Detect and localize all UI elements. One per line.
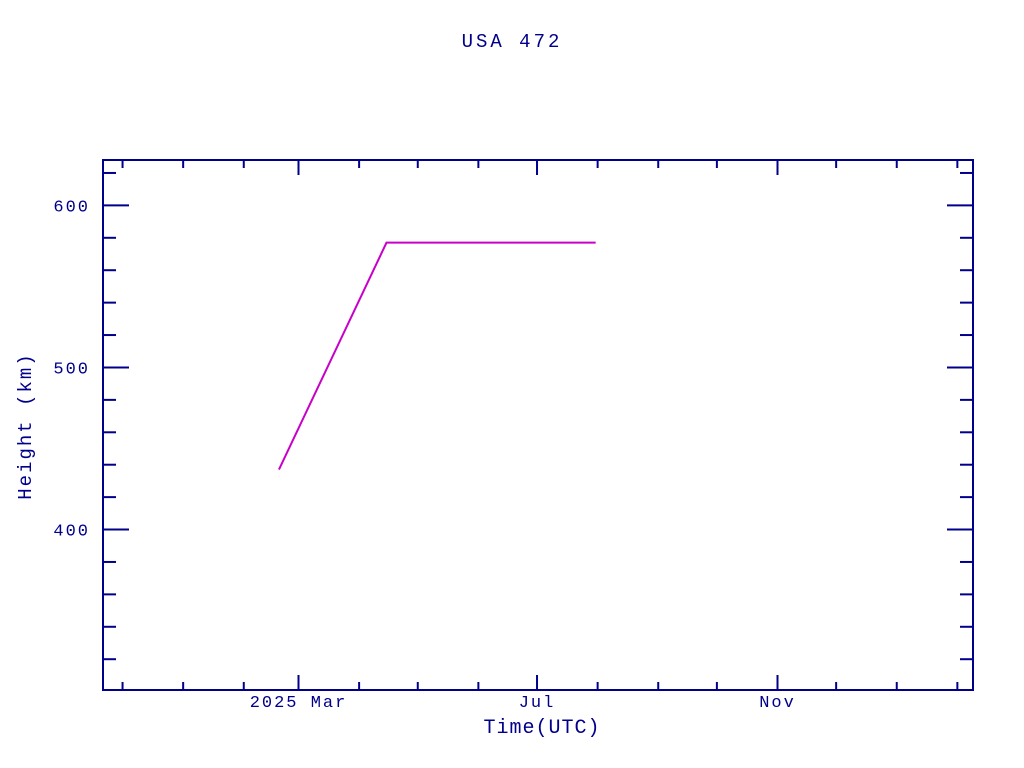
plot-frame xyxy=(102,159,974,691)
x-axis-label: Time(UTC) xyxy=(483,717,601,740)
y-tick-label: 400 xyxy=(53,523,90,542)
y-tick-label: 600 xyxy=(53,198,90,217)
height-series-line xyxy=(278,241,596,471)
chart-title: USA 472 xyxy=(461,31,563,53)
x-tick-label: 2025 Mar xyxy=(250,694,348,713)
y-tick-label: 500 xyxy=(53,360,90,379)
x-tick-label: Jul xyxy=(519,694,556,713)
x-tick-label: Nov xyxy=(759,694,796,713)
